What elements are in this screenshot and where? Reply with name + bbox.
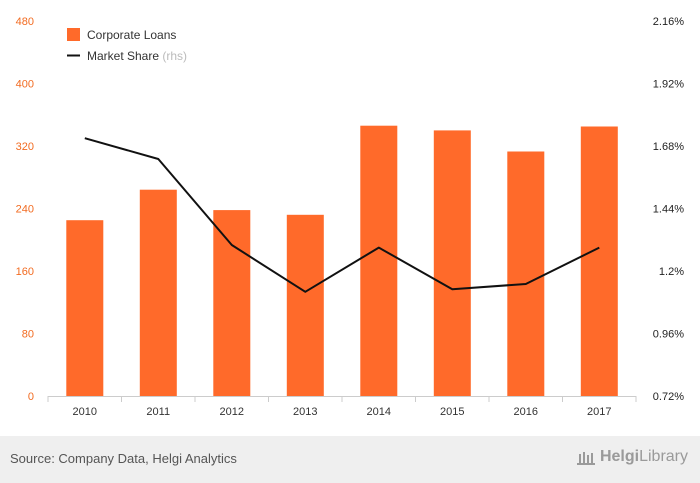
bars-group [66, 125, 618, 397]
bar-2015 [433, 130, 471, 396]
left-tick-label: 240 [16, 204, 34, 216]
market-share-line [84, 137, 600, 293]
left-tick-label: 0 [28, 391, 34, 403]
x-axis: 2010 2011 2012 2013 2014 2015 2016 2017 [47, 396, 637, 418]
x-tick-label-2017: 2017 [587, 406, 611, 418]
x-tick-label-2011: 2011 [146, 406, 170, 418]
legend-label-market-share: Market Share (rhs) [87, 49, 187, 63]
left-tick-label: 160 [16, 266, 34, 278]
right-tick-label: 1.2% [659, 266, 684, 278]
legend-label-rhs: (rhs) [162, 49, 187, 63]
right-tick-label: 1.44% [653, 204, 684, 216]
bar-2013 [286, 214, 324, 397]
left-tick-label: 80 [22, 329, 34, 341]
library-building-icon [576, 452, 595, 465]
right-tick-label: 2.16% [653, 16, 684, 28]
left-tick-label: 480 [16, 16, 34, 28]
left-tick-label: 320 [16, 141, 34, 153]
legend: Corporate Loans Market Share (rhs) [67, 28, 187, 63]
x-tick-label-2012: 2012 [220, 406, 244, 418]
logo-text-helgi: Helgi [599, 448, 640, 465]
right-tick-label: 1.68% [653, 141, 684, 153]
chart: 2010 2011 2012 2013 2014 2015 2016 2017 0 80 160 2… [16, 16, 685, 418]
x-tick-label-2010: 2010 [73, 406, 97, 418]
left-tick-label: 400 [16, 79, 34, 91]
bar-2017 [580, 126, 618, 396]
legend-swatch-corporate-loans [67, 28, 80, 41]
right-tick-label: 1.92% [653, 79, 684, 91]
x-tick-label-2013: 2013 [293, 406, 317, 418]
source-text: Source: Company Data, Helgi Analytics [10, 451, 237, 466]
bar-2012 [213, 210, 251, 396]
helgi-library-logo[interactable]: Helgi Library [576, 448, 688, 466]
x-tick-label-2014: 2014 [367, 406, 391, 418]
x-tick-label-2015: 2015 [440, 406, 464, 418]
right-y-axis: 0.72% 0.96% 1.2% 1.44% 1.68% 1.92% 2.16% [653, 16, 684, 403]
right-tick-label: 0.96% [653, 329, 684, 341]
x-tick-label-2016: 2016 [514, 406, 538, 418]
market-share-line-group [84, 137, 600, 293]
bar-2014 [360, 125, 398, 396]
left-y-axis: 0 80 160 240 320 400 480 [16, 16, 34, 403]
footer: Source: Company Data, Helgi Analytics He… [0, 436, 700, 483]
legend-label-corporate-loans: Corporate Loans [87, 28, 176, 42]
bar-2011 [139, 189, 177, 396]
logo-text-library: Library [639, 448, 688, 465]
bar-2010 [66, 220, 104, 396]
right-tick-label: 0.72% [653, 391, 684, 403]
bar-2016 [507, 151, 545, 396]
